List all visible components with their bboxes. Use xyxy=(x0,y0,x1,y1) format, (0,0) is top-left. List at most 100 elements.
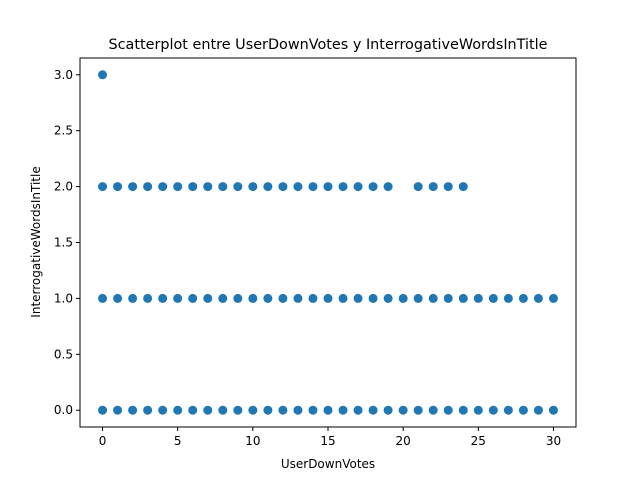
y-axis-label: InterrogativeWordsInTitle xyxy=(29,166,43,317)
data-point xyxy=(248,293,258,303)
data-point xyxy=(173,182,183,192)
data-point xyxy=(293,182,303,192)
data-point xyxy=(203,182,213,192)
data-point xyxy=(248,405,258,415)
y-tick-label: 1.5 xyxy=(54,236,73,250)
data-point xyxy=(263,293,273,303)
data-point xyxy=(368,405,378,415)
data-point xyxy=(383,405,393,415)
data-point xyxy=(383,293,393,303)
data-point xyxy=(458,293,468,303)
data-point xyxy=(188,405,198,415)
data-point xyxy=(323,182,333,192)
data-point xyxy=(488,405,498,415)
data-point xyxy=(443,405,453,415)
data-point xyxy=(203,405,213,415)
data-point xyxy=(143,293,153,303)
data-point xyxy=(143,182,153,192)
data-point xyxy=(98,182,108,192)
data-point xyxy=(413,405,423,415)
data-point xyxy=(353,293,363,303)
data-point xyxy=(533,405,543,415)
x-tick-label: 0 xyxy=(99,434,107,448)
x-axis-label: UserDownVotes xyxy=(281,457,375,471)
data-point xyxy=(548,293,558,303)
data-point xyxy=(143,405,153,415)
data-point xyxy=(503,405,513,415)
data-point xyxy=(458,182,468,192)
data-point xyxy=(203,293,213,303)
data-point xyxy=(158,293,168,303)
data-point xyxy=(293,293,303,303)
data-point xyxy=(293,405,303,415)
data-point xyxy=(503,293,513,303)
data-point xyxy=(263,182,273,192)
data-point xyxy=(263,405,273,415)
data-point xyxy=(188,293,198,303)
points-layer xyxy=(98,70,558,415)
data-point xyxy=(428,182,438,192)
x-tick-label: 20 xyxy=(396,434,411,448)
data-point xyxy=(218,293,228,303)
data-point xyxy=(98,293,108,303)
data-point xyxy=(443,293,453,303)
data-point xyxy=(188,182,198,192)
data-point xyxy=(338,182,348,192)
data-point xyxy=(323,293,333,303)
data-point xyxy=(218,405,228,415)
data-point xyxy=(338,293,348,303)
data-point xyxy=(518,293,528,303)
data-point xyxy=(383,182,393,192)
x-tick-label: 25 xyxy=(471,434,486,448)
data-point xyxy=(248,182,258,192)
data-point xyxy=(308,405,318,415)
data-point xyxy=(398,405,408,415)
data-point xyxy=(413,182,423,192)
data-point xyxy=(308,182,318,192)
y-tick-label: 2.5 xyxy=(54,124,73,138)
data-point xyxy=(158,182,168,192)
data-point xyxy=(368,293,378,303)
x-tick-label: 5 xyxy=(174,434,182,448)
data-point xyxy=(173,405,183,415)
data-point xyxy=(233,182,243,192)
y-tick-label: 0.5 xyxy=(54,347,73,361)
y-tick-label: 1.0 xyxy=(54,291,73,305)
data-point xyxy=(278,182,288,192)
data-point xyxy=(323,405,333,415)
data-point xyxy=(413,293,423,303)
x-tick-label: 15 xyxy=(320,434,335,448)
x-tick-label: 30 xyxy=(546,434,561,448)
data-point xyxy=(113,293,123,303)
data-point xyxy=(233,293,243,303)
x-axis: 0 5 10 15 20 25 30 xyxy=(99,427,561,448)
data-point xyxy=(548,405,558,415)
data-point xyxy=(278,293,288,303)
data-point xyxy=(173,293,183,303)
y-tick-label: 0.0 xyxy=(54,403,73,417)
data-point xyxy=(473,293,483,303)
data-point xyxy=(128,182,138,192)
data-point xyxy=(233,405,243,415)
y-tick-label: 3.0 xyxy=(54,68,73,82)
data-point xyxy=(443,182,453,192)
y-tick-label: 2.0 xyxy=(54,180,73,194)
data-point xyxy=(368,182,378,192)
data-point xyxy=(98,405,108,415)
data-point xyxy=(128,293,138,303)
data-point xyxy=(128,405,138,415)
data-point xyxy=(113,182,123,192)
data-point xyxy=(158,405,168,415)
data-point xyxy=(308,293,318,303)
data-point xyxy=(428,405,438,415)
plot-frame xyxy=(79,57,577,428)
data-point xyxy=(338,405,348,415)
data-point xyxy=(353,405,363,415)
data-point xyxy=(518,405,528,415)
y-axis: 0.0 0.5 1.0 1.5 2.0 2.5 3.0 xyxy=(54,68,80,417)
data-point xyxy=(398,293,408,303)
data-point xyxy=(488,293,498,303)
data-point xyxy=(113,405,123,415)
x-tick-label: 10 xyxy=(245,434,260,448)
